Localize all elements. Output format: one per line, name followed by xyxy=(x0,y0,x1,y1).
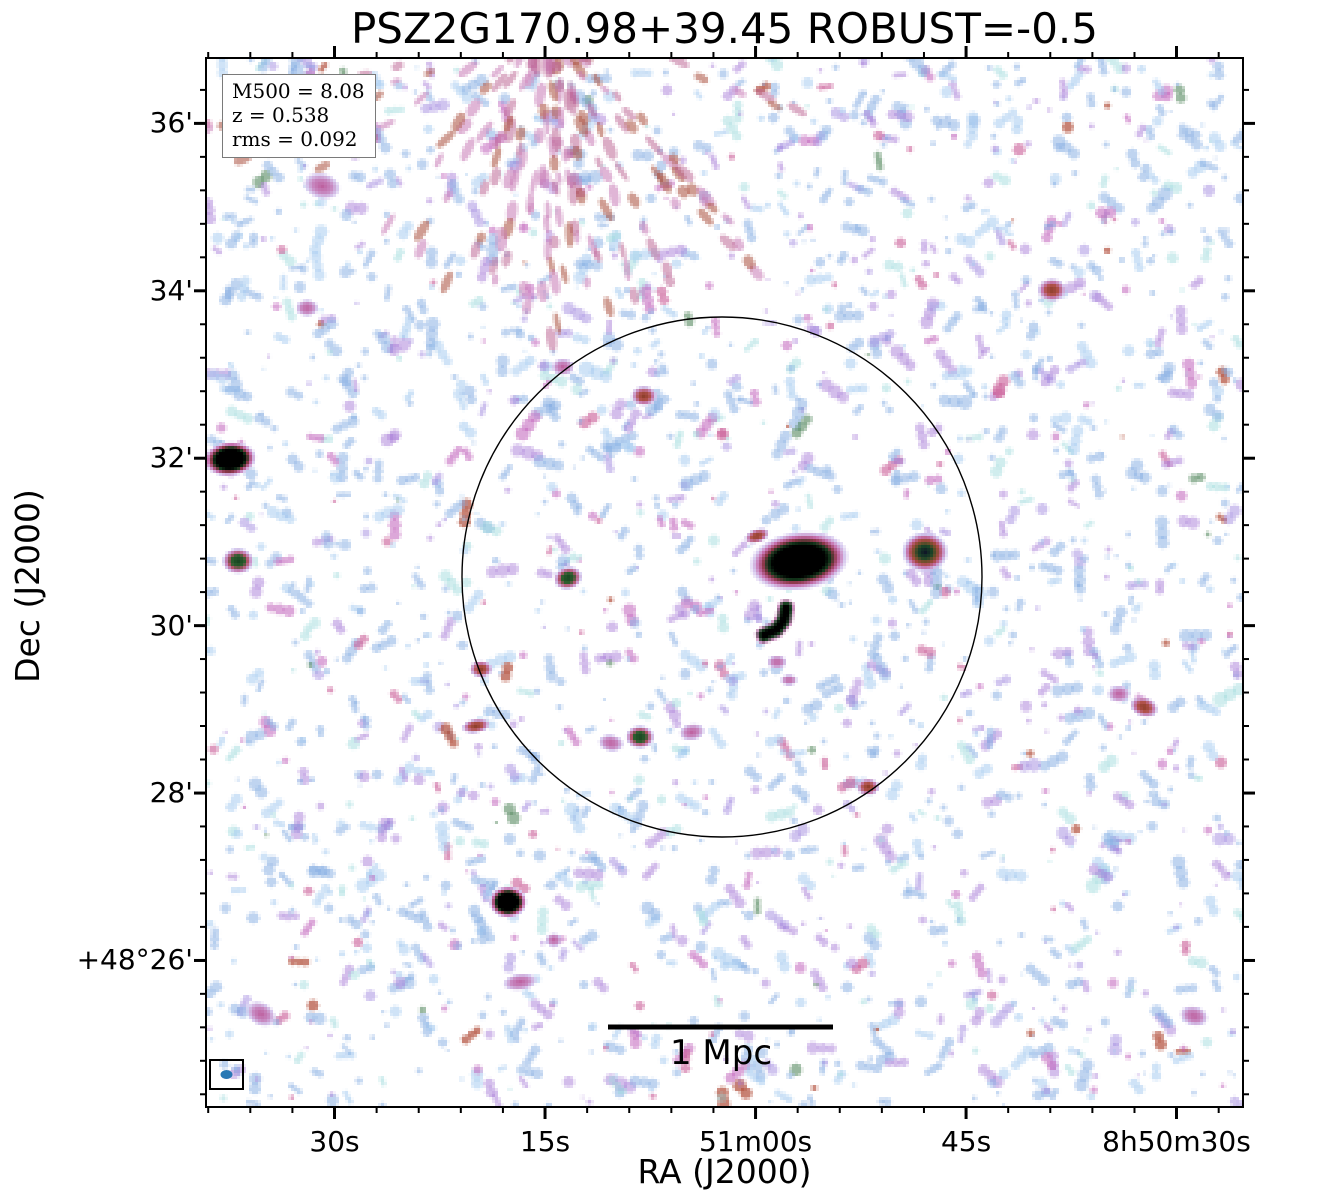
radio-sky-image xyxy=(207,59,1242,1106)
y-tick-label: +48°26' xyxy=(76,943,193,977)
info-rms: rms = 0.092 xyxy=(232,127,358,151)
x-tick-label: 15s xyxy=(519,1125,571,1158)
x-tick-label: 45s xyxy=(940,1125,992,1158)
plot-title: PSZ2G170.98+39.45 ROBUST=-0.5 xyxy=(350,4,1099,53)
y-tick-label: 30' xyxy=(149,608,193,642)
plot-area: M500 = 8.08 z = 0.538 rms = 0.092 1 Mpc xyxy=(205,57,1244,1108)
plot-overlay xyxy=(209,316,983,1090)
x-tick-label: 8h50m30s xyxy=(1102,1125,1251,1158)
info-m500: M500 = 8.08 xyxy=(232,79,365,103)
cluster-info-box: M500 = 8.08 z = 0.538 rms = 0.092 xyxy=(222,74,376,158)
y-tick-label: 34' xyxy=(149,273,193,307)
y-tick-label: 32' xyxy=(149,441,193,475)
x-tick-label: 30s xyxy=(309,1125,360,1158)
info-redshift: z = 0.538 xyxy=(232,103,330,127)
y-tick-label: 28' xyxy=(149,776,193,810)
x-tick-label: 51m00s xyxy=(698,1125,813,1158)
y-tick-label: 36' xyxy=(149,106,193,140)
cluster-r500-circle xyxy=(461,316,983,838)
y-axis-label: Dec (J2000) xyxy=(8,489,47,683)
scalebar-label: 1 Mpc xyxy=(669,1033,773,1073)
beam-box xyxy=(209,1059,244,1090)
x-axis-label: RA (J2000) xyxy=(637,1152,812,1191)
beam-ellipse xyxy=(220,1070,233,1079)
